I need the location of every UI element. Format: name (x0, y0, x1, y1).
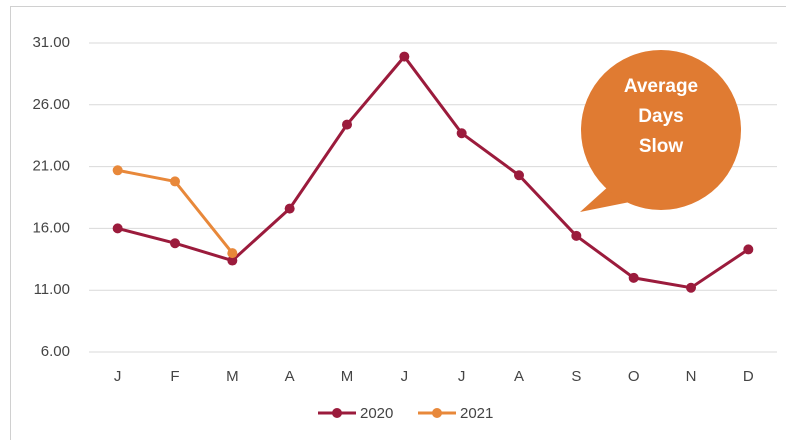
point (686, 282, 696, 293)
point (342, 119, 352, 130)
y-tick-label: 26.00 (32, 96, 70, 113)
x-tick-label: N (686, 368, 697, 385)
x-tick-label: J (458, 368, 466, 385)
x-tick-label: F (170, 368, 179, 385)
legend-label: 2021 (460, 405, 493, 422)
y-tick-label: 6.00 (41, 343, 70, 360)
legend-label: 2020 (360, 405, 393, 422)
point (170, 238, 180, 249)
chart-frame (10, 6, 786, 440)
x-tick-label: S (571, 368, 581, 385)
point (227, 248, 238, 259)
point (170, 176, 180, 187)
point (284, 203, 295, 214)
callout-bubble (581, 50, 741, 210)
annotation-text: Days (638, 106, 683, 127)
y-tick-label: 11.00 (34, 281, 70, 298)
point (571, 230, 582, 241)
x-tick-label: D (743, 368, 754, 385)
point (112, 223, 123, 234)
x-tick-label: O (628, 368, 640, 385)
x-tick-label: J (114, 368, 122, 385)
point (112, 165, 123, 176)
y-tick-label: 16.00 (32, 219, 70, 236)
point (514, 170, 524, 181)
series-line (117, 54, 750, 290)
point (743, 244, 754, 255)
point (227, 255, 238, 266)
legend-marker (432, 408, 442, 418)
point (399, 51, 410, 62)
annotation-text: Slow (639, 136, 684, 157)
y-tick-label: 31.00 (32, 34, 70, 51)
y-tick-label: 21.00 (32, 158, 70, 175)
x-tick-label: M (226, 368, 239, 385)
x-tick-label: J (401, 368, 409, 385)
x-tick-label: A (285, 368, 295, 385)
legend-marker (332, 408, 342, 418)
callout-tail (580, 185, 640, 212)
x-tick-label: A (514, 368, 524, 385)
point (456, 128, 467, 139)
annotation-text: Average (624, 76, 698, 97)
point (628, 272, 639, 283)
x-tick-label: M (341, 368, 354, 385)
